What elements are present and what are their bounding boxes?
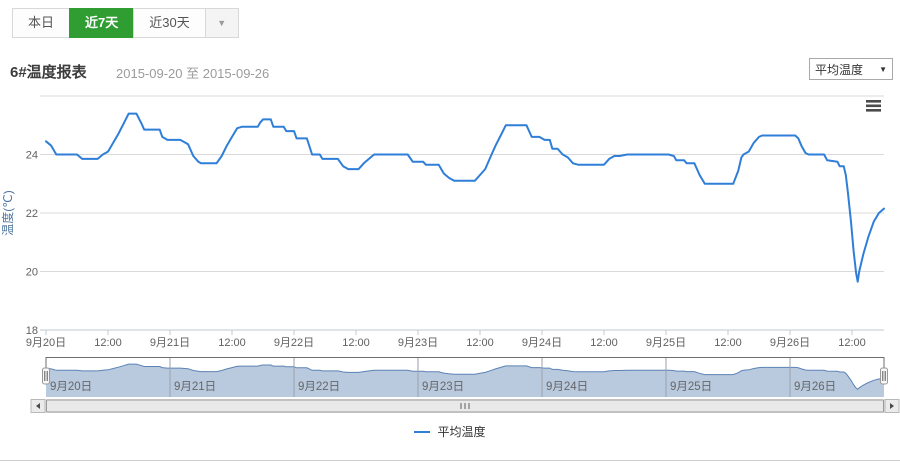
x-axis-label: 12:00	[838, 337, 866, 349]
x-axis-label: 9月22日	[274, 337, 314, 349]
x-axis-label: 12:00	[218, 337, 246, 349]
navigator-day-label: 9月20日	[50, 381, 92, 393]
x-axis-label: 9月23日	[398, 337, 438, 349]
y-axis-label: 22	[26, 208, 38, 220]
x-axis-label: 12:00	[590, 337, 618, 349]
x-axis-label: 9月20日	[26, 337, 66, 349]
scroll-right-icon	[890, 403, 894, 409]
tab-dropdown-toggle[interactable]: ▼	[204, 8, 239, 38]
temperature-line	[45, 112, 885, 283]
navigator-area[interactable]	[46, 364, 884, 397]
handle-grip	[880, 367, 888, 385]
page-bottom-border	[0, 460, 900, 461]
scroll-left-icon	[36, 403, 40, 409]
x-axis-label: 12:00	[714, 337, 742, 349]
handle-grip	[42, 367, 50, 385]
series-select-value: 平均温度	[815, 62, 864, 77]
legend-item[interactable]: 平均温度	[414, 423, 486, 440]
x-axis-label: 12:00	[466, 337, 494, 349]
series-select[interactable]: 平均温度 ▼	[809, 58, 893, 80]
navigator-handle-right[interactable]	[880, 367, 888, 385]
temperature-chart: 18 20 22 24 温度(℃) 9月20日 12:00 9月21日 12:00 9月22日 12…	[0, 95, 900, 413]
scrollbar-button-right[interactable]	[884, 399, 900, 413]
y-axis-label: 18	[26, 325, 38, 337]
page-title: 6#温度报表	[10, 64, 87, 81]
navigator-handle-left[interactable]	[42, 367, 50, 385]
date-range: 2015-09-20 至 2015-09-26	[116, 66, 270, 81]
y-axis-label: 24	[26, 150, 38, 162]
navigator-day-label: 9月24日	[546, 381, 588, 393]
legend-label: 平均温度	[437, 425, 486, 439]
hamburger-icon	[866, 100, 881, 103]
x-axis-label: 9月21日	[150, 337, 190, 349]
navigator-day-label: 9月22日	[298, 381, 340, 393]
navigator-day-label: 9月26日	[794, 381, 836, 393]
x-axis-label: 9月25日	[646, 337, 686, 349]
x-axis-label: 12:00	[94, 337, 122, 349]
x-axis-label: 9月24日	[522, 337, 562, 349]
navigator-outline	[45, 357, 885, 371]
y-axis-label: 20	[26, 267, 38, 279]
caret-down-icon: ▼	[879, 64, 887, 74]
x-axis-label: 12:00	[342, 337, 370, 349]
navigator-line	[45, 363, 885, 390]
chart-menu-button[interactable]	[866, 100, 881, 112]
tab-last-30-days[interactable]: 近30天	[133, 8, 206, 38]
navigator-day-label: 9月21日	[174, 381, 216, 393]
tab-last-7-days[interactable]: 近7天	[69, 8, 135, 38]
navigator-day-label: 9月25日	[670, 381, 712, 393]
hamburger-icon	[866, 109, 881, 112]
tab-today[interactable]: 本日	[12, 8, 71, 38]
hamburger-icon	[866, 104, 881, 108]
caret-down-icon: ▼	[217, 18, 227, 28]
range-tabbar: 本日 近7天 近30天 ▼	[12, 8, 239, 38]
scrollbar-button-left[interactable]	[30, 399, 46, 413]
navigator-day-label: 9月23日	[422, 381, 464, 393]
x-axis-label: 9月26日	[770, 337, 810, 349]
legend: 平均温度	[0, 423, 900, 440]
legend-line-swatch	[414, 430, 431, 433]
y-axis-title: 温度(℃)	[0, 190, 15, 235]
